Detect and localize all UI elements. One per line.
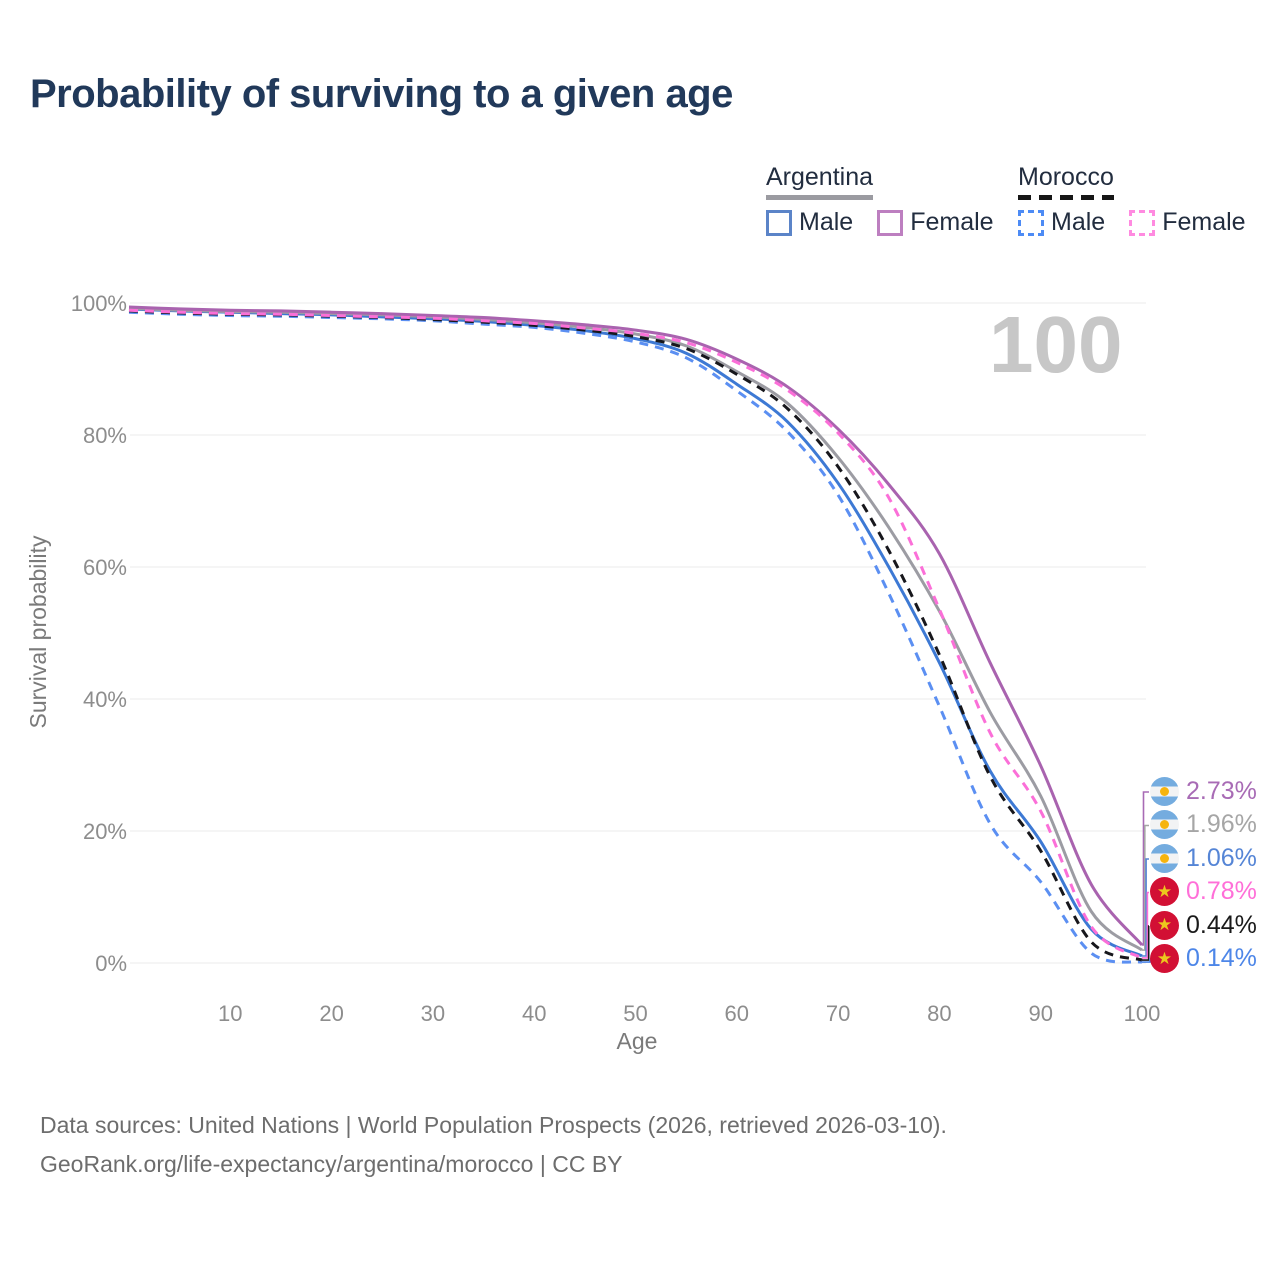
series-path-morocco-both[interactable]	[128, 309, 1143, 962]
y-tick-label: 40%	[83, 687, 127, 712]
legend-country-label: Morocco	[1018, 163, 1114, 191]
end-label-row: 1.96%	[1150, 810, 1257, 839]
y-tick-label: 80%	[83, 423, 127, 448]
end-label-connector	[1142, 858, 1149, 957]
legend-item-label: Male	[799, 208, 854, 236]
end-label-value: 0.78%	[1186, 877, 1257, 905]
x-axis-title: Age	[617, 1028, 658, 1054]
legend-country-morocco[interactable]: Morocco	[1018, 163, 1114, 200]
legend-group-argentina: Argentina Male Female	[766, 163, 994, 237]
morocco-flag-icon	[1150, 910, 1179, 940]
argentina-flag-icon	[1150, 776, 1179, 806]
end-label-row: 0.78%	[1150, 877, 1257, 906]
legend-item-label: Female	[1162, 208, 1246, 236]
argentina-male-swatch-icon	[766, 209, 792, 236]
end-label-value: 0.44%	[1186, 910, 1257, 939]
x-tick-label: 10	[218, 1001, 242, 1026]
y-tick-label: 60%	[83, 555, 127, 580]
y-tick-label: 0%	[95, 951, 127, 976]
argentina-solid-line-sample	[766, 195, 874, 200]
end-label-value: 1.06%	[1186, 843, 1257, 872]
end-label-row: 0.14%	[1150, 944, 1257, 973]
x-tick-label: 20	[319, 1001, 343, 1026]
argentina-flag-icon	[1150, 843, 1179, 873]
end-label-value: 0.14%	[1186, 944, 1257, 972]
page-title: Probability of surviving to a given age	[30, 72, 733, 116]
x-tick-label: 70	[826, 1001, 850, 1026]
end-label-row: 0.44%	[1150, 910, 1257, 940]
end-label-row: 2.73%	[1150, 776, 1257, 806]
legend-item-argentina-male[interactable]: Male	[766, 208, 853, 237]
legend-item-argentina-female[interactable]: Female	[877, 208, 994, 237]
x-tick-label: 30	[421, 1001, 445, 1026]
morocco-female-swatch-icon	[1129, 209, 1156, 236]
end-label-connector	[1142, 891, 1149, 959]
y-tick-label: 100%	[71, 291, 127, 316]
x-tick-label: 80	[927, 1001, 951, 1026]
end-label-value: 2.73%	[1186, 776, 1257, 805]
morocco-flag-icon	[1150, 944, 1179, 973]
legend-item-morocco-male[interactable]: Male	[1018, 208, 1105, 237]
legend-country-label: Argentina	[766, 163, 874, 191]
series-path-argentina-both[interactable]	[128, 306, 1143, 952]
series-path-argentina-male[interactable]	[128, 307, 1143, 958]
age-watermark: 100	[989, 300, 1123, 389]
data-sources-footer: Data sources: United Nations | World Pop…	[40, 1106, 947, 1184]
legend-item-label: Female	[910, 208, 994, 236]
x-tick-label: 100	[1124, 1001, 1161, 1026]
x-tick-label: 40	[522, 1001, 546, 1026]
legend-group-morocco: Morocco Male Female	[1018, 163, 1246, 237]
legend-country-argentina[interactable]: Argentina	[766, 163, 874, 200]
end-label-connector	[1142, 824, 1149, 951]
series-path-morocco-male[interactable]	[128, 310, 1143, 964]
y-axis-title: Survival probability	[25, 535, 51, 729]
series-path-morocco-female[interactable]	[128, 308, 1143, 960]
legend-item-morocco-female[interactable]: Female	[1129, 208, 1246, 237]
end-label-row: 1.06%	[1150, 843, 1257, 873]
legend-item-label: Male	[1051, 208, 1106, 236]
series-path-argentina-female[interactable]	[128, 305, 1144, 946]
x-tick-label: 50	[623, 1001, 647, 1026]
y-tick-label: 20%	[83, 819, 127, 844]
argentina-flag-icon	[1150, 810, 1179, 839]
morocco-dashed-line-sample	[1018, 195, 1114, 200]
morocco-male-swatch-icon	[1018, 209, 1044, 236]
end-label-connector	[1142, 925, 1150, 961]
argentina-female-swatch-icon	[877, 209, 904, 236]
x-tick-label: 60	[725, 1001, 749, 1026]
morocco-flag-icon	[1150, 877, 1179, 906]
x-tick-label: 90	[1028, 1001, 1052, 1026]
survival-chart[interactable]: 0% 20% 40% 60% 80% 100% 10 20 30 40 50 60 70 80 90 100 A…	[0, 0, 1280, 1080]
footer-line-2: GeoRank.org/life-expectancy/argentina/mo…	[40, 1151, 623, 1177]
end-label-value: 1.96%	[1186, 810, 1257, 838]
end-label-connector	[1142, 791, 1149, 946]
footer-line-1: Data sources: United Nations | World Pop…	[40, 1112, 947, 1138]
